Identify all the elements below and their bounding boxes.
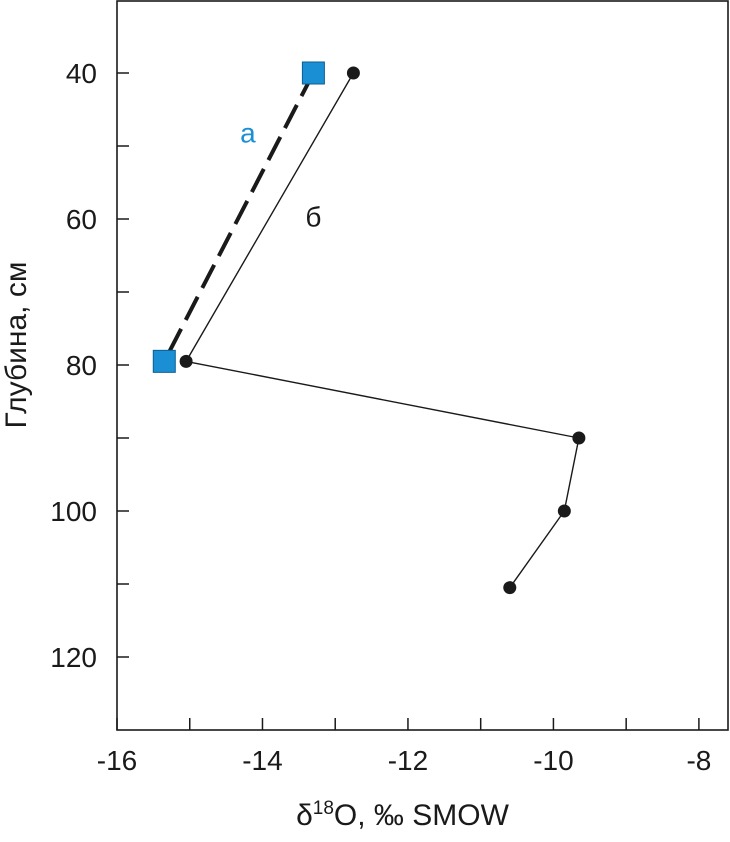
x-axis-title-superscript: 18 (313, 798, 334, 819)
series-line-2 (185, 72, 580, 589)
series-line-1 (162, 72, 316, 363)
y-tick-label: 80 (66, 350, 97, 381)
series-label-1: а (240, 117, 256, 148)
y-tick-label: 40 (66, 58, 97, 89)
y-tick-label: 100 (50, 496, 97, 527)
axis-ticks-group: -16 -14 -12 -10 -8 40 60 80 100 120 (50, 58, 711, 776)
series-lines-group (162, 72, 580, 589)
series-markers-group (152, 61, 586, 595)
series-2-marker-circle (503, 581, 517, 595)
x-tick-label: -10 (533, 745, 573, 776)
y-tick-label: 120 (50, 642, 97, 673)
x-axis-title-rest: O, ‰ SMOW (334, 799, 510, 832)
x-tick-label: -16 (97, 745, 137, 776)
series-2-marker-circle (346, 66, 360, 80)
series-1-marker-square (152, 349, 176, 373)
x-tick-label: -12 (388, 745, 428, 776)
series-label-2: б (305, 201, 321, 232)
x-tick-label: -8 (686, 745, 711, 776)
x-axis-title-delta: δ (296, 799, 313, 832)
series-1-marker-square (301, 61, 325, 85)
y-tick-label: 60 (66, 204, 97, 235)
x-axis-title: δ18O, ‰ SMOW (296, 798, 510, 832)
y-axis-title: Глубина, см (0, 262, 33, 429)
x-tick-label: -14 (242, 745, 282, 776)
axis-titles-group: δ18O, ‰ SMOW Глубина, см (0, 262, 510, 832)
series-2-marker-circle (557, 504, 571, 518)
series-2-marker-circle (572, 431, 586, 445)
series-labels-group: аб (240, 117, 321, 232)
series-2-marker-circle (179, 354, 193, 368)
